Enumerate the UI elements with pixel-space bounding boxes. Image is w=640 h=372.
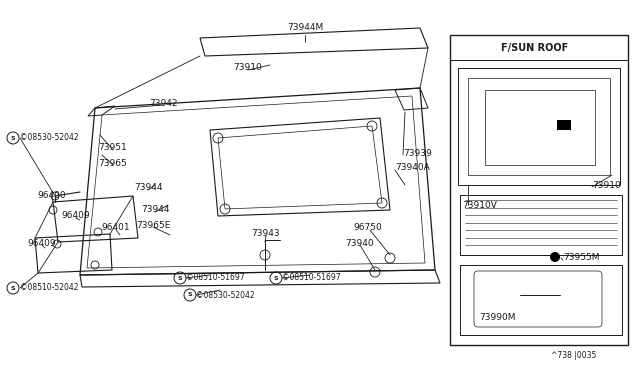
Text: 73955M: 73955M bbox=[563, 253, 600, 263]
Text: 73910: 73910 bbox=[592, 180, 621, 189]
Text: S: S bbox=[274, 276, 278, 280]
Text: 73944M: 73944M bbox=[287, 23, 323, 32]
Text: F/SUN ROOF: F/SUN ROOF bbox=[501, 43, 568, 53]
Text: ©08530-52042: ©08530-52042 bbox=[196, 291, 255, 299]
Text: 96409: 96409 bbox=[28, 238, 56, 247]
Text: 73951: 73951 bbox=[99, 144, 127, 153]
Bar bbox=[557, 120, 571, 130]
Text: 73939: 73939 bbox=[403, 148, 432, 157]
Text: 73944: 73944 bbox=[141, 205, 169, 215]
Text: 73940: 73940 bbox=[346, 238, 374, 247]
Text: 73944: 73944 bbox=[134, 183, 163, 192]
Text: 73910V: 73910V bbox=[462, 201, 497, 209]
Text: ©08510-52042: ©08510-52042 bbox=[20, 283, 79, 292]
Text: 73943: 73943 bbox=[252, 228, 280, 237]
Text: ^738 |0035: ^738 |0035 bbox=[550, 352, 596, 360]
Text: S: S bbox=[188, 292, 192, 298]
Text: S: S bbox=[11, 285, 15, 291]
Text: S: S bbox=[11, 135, 15, 141]
Text: 73965E: 73965E bbox=[136, 221, 170, 230]
Text: S: S bbox=[178, 276, 182, 280]
Text: ©08510-51697: ©08510-51697 bbox=[282, 273, 340, 282]
Text: 73990M: 73990M bbox=[479, 314, 515, 323]
Text: 73910: 73910 bbox=[234, 64, 262, 73]
Text: 96750: 96750 bbox=[354, 224, 382, 232]
Text: 73965: 73965 bbox=[99, 158, 127, 167]
Text: 96409: 96409 bbox=[61, 212, 90, 221]
Text: ©08530-52042: ©08530-52042 bbox=[20, 134, 79, 142]
Text: 73940A: 73940A bbox=[395, 164, 429, 173]
Text: 96400: 96400 bbox=[38, 192, 67, 201]
Text: ©08510-51697: ©08510-51697 bbox=[186, 273, 244, 282]
Text: 73942: 73942 bbox=[148, 99, 177, 108]
Text: 96401: 96401 bbox=[102, 224, 131, 232]
Circle shape bbox=[550, 252, 560, 262]
